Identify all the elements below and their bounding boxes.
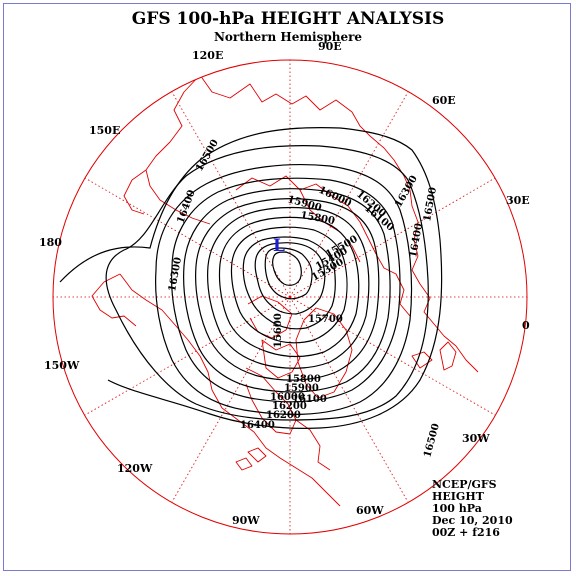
longitude-label: 150E xyxy=(89,124,120,137)
longitude-label: 30E xyxy=(506,194,530,207)
contour-15500 xyxy=(254,242,326,315)
contour-label: 16400 xyxy=(240,420,275,431)
contour-label: 15700 xyxy=(308,314,343,325)
longitude-label: 150W xyxy=(44,359,80,372)
longitude-label: 30W xyxy=(462,432,490,445)
image-frame xyxy=(3,3,571,571)
coastline-asia-east xyxy=(145,74,211,225)
contour-label: 16300 xyxy=(393,174,420,210)
info-date: Dec 10, 2010 xyxy=(432,514,513,527)
contour-label: 15800 xyxy=(286,374,321,385)
contour-label: 16100 xyxy=(292,394,327,405)
coastline-asia-north xyxy=(199,74,419,257)
info-level: 100 hPa xyxy=(432,502,482,515)
longitude-label: 120W xyxy=(117,462,153,475)
map-subtitle: Northern Hemisphere xyxy=(214,30,362,44)
longitude-label: 60E xyxy=(432,94,456,107)
contour-label: 16500 xyxy=(422,422,442,458)
info-block: NCEP/GFS HEIGHT 100 hPa Dec 10, 2010 00Z… xyxy=(432,478,513,539)
contour-label: 16000 xyxy=(270,392,305,403)
contour-label: 16300 xyxy=(167,256,184,292)
coastline-north-america xyxy=(119,273,341,507)
contour-15400 xyxy=(264,247,313,300)
coastline-britain xyxy=(439,341,457,371)
coastline-scandinavia xyxy=(375,253,411,317)
contour-15700 xyxy=(230,226,348,344)
info-model: NCEP/GFS xyxy=(432,478,497,491)
coastline-kamchatka xyxy=(123,169,147,215)
coastline-taimyr xyxy=(299,189,361,263)
coastline-arctic-islands xyxy=(261,339,301,379)
longitude-label: 90W xyxy=(232,514,260,527)
contour-16100 xyxy=(183,188,391,393)
contour-label: 16400 xyxy=(408,222,425,258)
contour-label: 16200 xyxy=(272,401,307,412)
contour-label: 15900 xyxy=(284,383,319,394)
low-center-marker: L xyxy=(273,236,285,256)
coastline-greenland xyxy=(295,307,353,399)
coastlines xyxy=(91,74,479,507)
longitude-label: 90E xyxy=(318,40,342,53)
contour-label: 16000 xyxy=(317,185,353,210)
contour-16200 xyxy=(171,177,401,403)
contour-label: 16500 xyxy=(194,138,221,174)
coastline-alaska xyxy=(91,273,137,327)
coastline-lakes xyxy=(235,447,267,471)
contour-16400 xyxy=(105,145,429,421)
contour-labels: 16500 16400 16300 16200 16100 16000 1590… xyxy=(167,138,442,459)
contour-16500 xyxy=(59,126,443,429)
longitude-label: 0 xyxy=(522,319,530,332)
height-contours xyxy=(59,126,443,429)
contour-15300 xyxy=(271,251,302,286)
contour-label: 15600 xyxy=(273,313,284,348)
contour-15600 xyxy=(242,236,336,330)
longitude-labels: 90E 60E 30E 0 30W 60W 90W 120W 150W 180 … xyxy=(39,40,530,527)
coastline-siberia-arctic xyxy=(235,175,377,255)
contour-16000 xyxy=(195,198,380,381)
contour-label: 16400 xyxy=(175,189,197,225)
longitude-label: 120E xyxy=(192,49,223,62)
coastline-labrador xyxy=(295,419,331,471)
longitude-label: 60W xyxy=(356,504,384,517)
contour-15800 xyxy=(218,216,360,358)
info-field: HEIGHT xyxy=(432,490,485,503)
contour-16300 xyxy=(155,163,413,415)
longitude-label: 180 xyxy=(39,236,62,249)
meridian-lines xyxy=(53,60,527,534)
coastline-hudson-bay xyxy=(245,367,297,435)
coastline-europe xyxy=(411,255,479,373)
contour-label: 16200 xyxy=(266,410,301,421)
contour-15900 xyxy=(207,206,370,369)
info-forecast-hour: 00Z + f216 xyxy=(432,526,500,539)
map-title: GFS 100-hPa HEIGHT ANALYSIS xyxy=(132,9,445,29)
